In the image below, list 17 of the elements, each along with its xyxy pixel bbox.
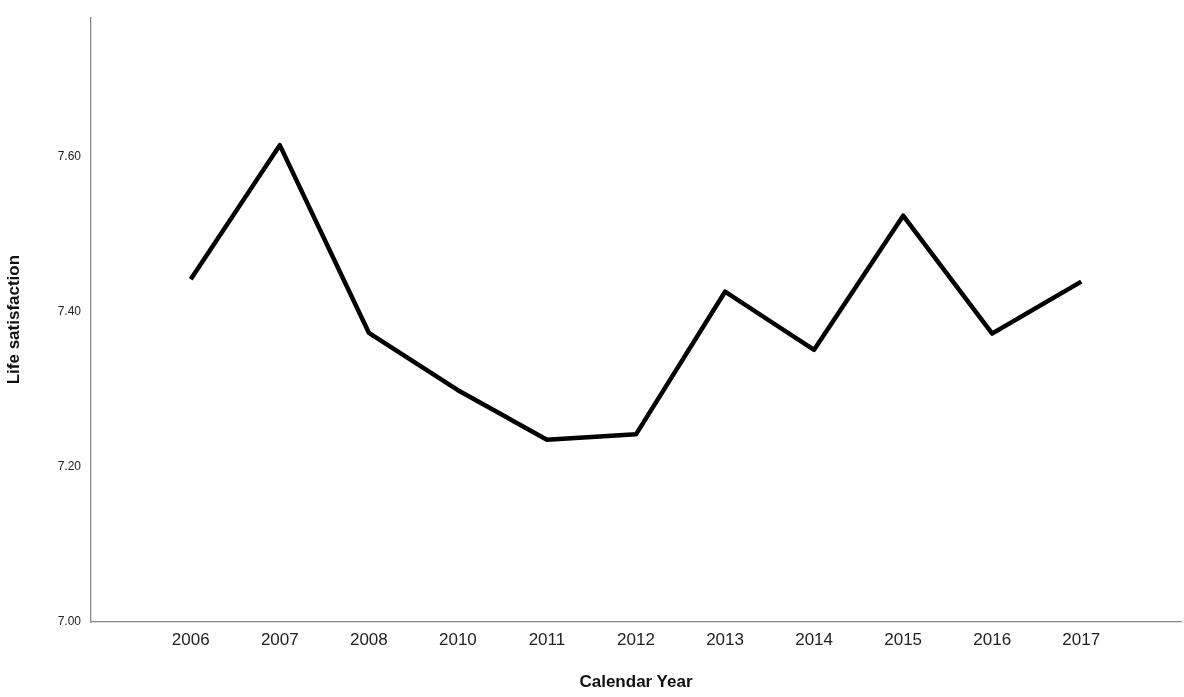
- x-tick-label: 2006: [171, 629, 210, 649]
- y-tick-label: 7.40: [57, 304, 82, 319]
- y-tick-label: 7.00: [57, 614, 82, 629]
- x-tick-label: 2007: [260, 629, 299, 649]
- x-tick-label: 2016: [973, 629, 1012, 649]
- x-tick-label: 2008: [349, 629, 388, 649]
- y-axis-title: Life satisfaction: [3, 254, 23, 385]
- y-tick-label: 7.60: [57, 149, 82, 164]
- x-tick-label: 2010: [438, 629, 477, 649]
- x-tick-label: 2011: [528, 629, 566, 649]
- x-tick-label: 2013: [706, 629, 744, 649]
- x-axis-title: Calendar Year: [579, 672, 693, 692]
- y-tick-label: 7.20: [57, 459, 82, 474]
- x-tick-label: 2014: [795, 629, 834, 649]
- x-tick-label: 2015: [884, 629, 923, 649]
- x-tick-label: 2017: [1062, 629, 1101, 649]
- x-tick-label: 2012: [617, 629, 655, 649]
